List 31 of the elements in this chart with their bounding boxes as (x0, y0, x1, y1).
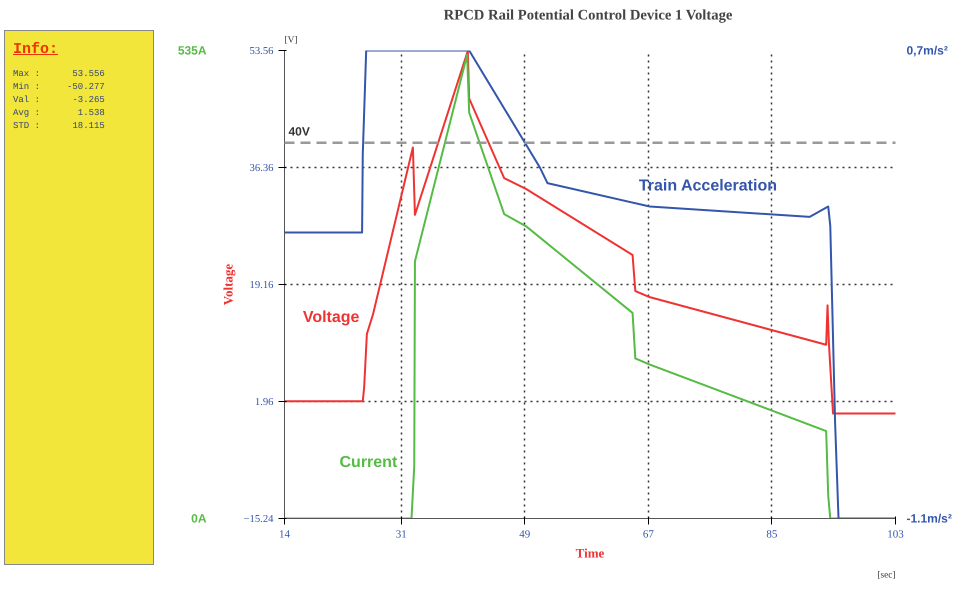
y-tick-label: 1.96 (254, 397, 274, 408)
y2-tick-label: 0A (191, 512, 207, 526)
y-tick-label: 36.36 (250, 163, 274, 174)
text: Min : -50.277 (13, 81, 106, 94)
x-tick-label: 103 (887, 528, 904, 540)
series-label: Voltage (302, 308, 360, 326)
x-tick-label: 67 (642, 528, 654, 540)
x-tick-label: 49 (519, 528, 531, 540)
x-tick-label: 14 (279, 528, 290, 540)
y3-tick-label: 0,7m/s² (906, 44, 948, 58)
line-series (284, 50, 896, 414)
text: Avg : 1.538 (13, 107, 106, 120)
y-tick-label: 19.16 (250, 280, 274, 291)
series-label: Current (339, 454, 398, 471)
x-tick-label: 31 (396, 528, 407, 540)
x-axis-title: Time (576, 546, 605, 560)
y2-tick-label: 535A (178, 44, 207, 58)
ref-line-label: 40V (288, 124, 310, 139)
text: Val : -3.265 (13, 94, 106, 108)
text: [sec] (877, 570, 896, 580)
chart-title: RPCD Rail Potential Control Device 1 Voltage (444, 8, 733, 24)
y-tick-label: −15.24 (244, 514, 274, 525)
series-label: Train Acceleration (638, 178, 778, 195)
text: Max : 53.556 (13, 68, 106, 82)
x-tick-label: 85 (766, 528, 778, 540)
y-axis-title: Voltage (220, 264, 236, 306)
y3-tick-label: -1.1m/s² (906, 512, 952, 526)
text: [V] (284, 36, 298, 46)
text: STD : 18.115 (13, 120, 106, 134)
text: Info: (13, 40, 60, 60)
y-tick-label: 53.56 (250, 46, 274, 57)
